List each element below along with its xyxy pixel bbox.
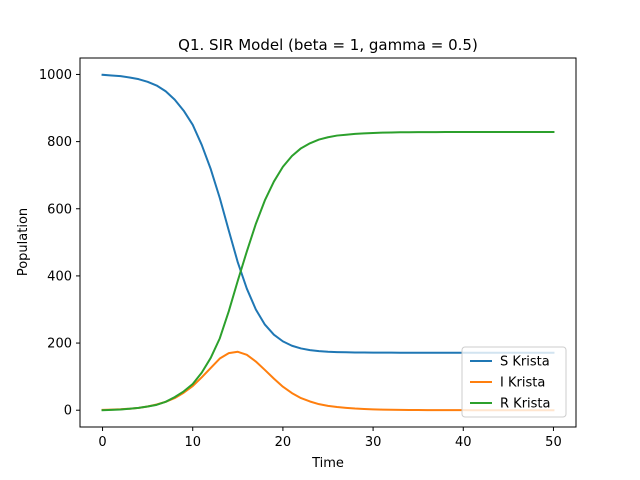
- y-tick-label-1: 200: [47, 337, 72, 352]
- y-tick-label-0: 0: [64, 404, 72, 419]
- x-axis-title: Time: [311, 456, 344, 471]
- axes-frame: [79, 57, 577, 428]
- x-tick-label-1: 10: [184, 435, 201, 450]
- y-tick-label-4: 800: [47, 135, 72, 150]
- y-tick-label-5: 1000: [39, 68, 72, 83]
- x-tick-label-2: 20: [275, 435, 292, 450]
- legend-label-1: I Krista: [500, 376, 545, 391]
- legend-label-0: S Krista: [500, 355, 550, 370]
- x-tick-label-0: 0: [98, 435, 106, 450]
- series-line-2: [101, 130, 555, 412]
- x-tick-label-5: 50: [545, 435, 562, 450]
- y-tick-label-2: 400: [47, 269, 72, 284]
- y-axis-title: Population: [16, 208, 31, 276]
- plot-area: 0 10 20 30 40 50 0 200 400 600 800 1000: [39, 57, 577, 450]
- legend-label-2: R Krista: [500, 397, 550, 412]
- legend-box: [461, 346, 567, 418]
- y-tick-label-3: 600: [47, 202, 72, 217]
- chart-title: Q1. SIR Model (beta = 1, gamma = 0.5): [178, 36, 478, 54]
- x-tick-label-4: 40: [455, 435, 472, 450]
- series-line-0: [101, 73, 555, 354]
- legend: S Krista I Krista R Krista: [461, 346, 567, 418]
- x-tick-label-3: 30: [365, 435, 382, 450]
